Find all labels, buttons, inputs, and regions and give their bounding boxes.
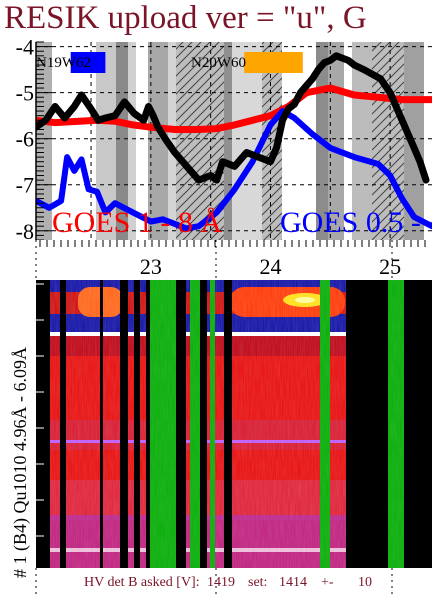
series-resik bbox=[36, 52, 430, 184]
y-tick-label: -4 bbox=[16, 35, 34, 60]
green-stripe-grain-6 bbox=[190, 280, 200, 568]
region-label-n19: N19W62 bbox=[36, 55, 91, 71]
hv-pm: +- bbox=[321, 575, 334, 590]
region-bar-1 bbox=[244, 52, 303, 73]
gap-band-8 bbox=[232, 42, 262, 240]
black-stripe-0 bbox=[36, 280, 50, 568]
black-stripe-12 bbox=[354, 280, 388, 568]
gap-band-5 bbox=[168, 42, 176, 240]
gap-band-6 bbox=[176, 42, 224, 240]
gap-band-2 bbox=[116, 42, 128, 240]
hv-label: HV det B asked [V]: bbox=[84, 575, 200, 590]
hv-asked-value: 1419 bbox=[207, 575, 235, 590]
gap-band-1 bbox=[96, 42, 116, 240]
black-stripe-9 bbox=[224, 280, 232, 568]
green-stripe-grain-10 bbox=[320, 280, 330, 568]
black-stripe-7 bbox=[200, 280, 207, 568]
y-tick-label: -7 bbox=[16, 173, 34, 198]
chart-title: RESIK upload ver = "u", G bbox=[4, 0, 367, 36]
region-label-n20: N20W60 bbox=[191, 55, 246, 71]
legend-goes-long: GOES 1 - 8 Å bbox=[52, 206, 222, 239]
day-boundary-markers bbox=[35, 240, 393, 596]
gap-band-4 bbox=[148, 42, 168, 240]
y-tick-label: -6 bbox=[16, 127, 34, 152]
black-stripe-5 bbox=[176, 280, 186, 568]
panel-separator bbox=[36, 333, 432, 335]
gap-band-3 bbox=[128, 42, 136, 240]
day-label: 24 bbox=[259, 254, 281, 279]
data-gap-bands bbox=[36, 42, 424, 240]
y-tick-label: -8 bbox=[16, 219, 34, 244]
black-stripe-14 bbox=[404, 280, 432, 568]
green-stripe-grain-4 bbox=[150, 280, 176, 568]
detector-label: # 1 (B4) Qu1010 4.96Å - 6.09Å bbox=[10, 347, 31, 578]
black-stripe-11 bbox=[346, 280, 354, 568]
series-layer bbox=[36, 52, 432, 232]
y-tick-label: -5 bbox=[16, 81, 34, 106]
y-axis: -4 -5 -6 -7 -8 bbox=[16, 35, 52, 244]
day-axis: 23 24 25 bbox=[36, 240, 432, 279]
region-markers: N19W62 N20W60 bbox=[36, 52, 303, 73]
legend-goes-short: GOES 0.5 - 4 Å bbox=[280, 206, 432, 239]
day-label: 25 bbox=[379, 254, 401, 279]
lightcurve-panel: N19W62 N20W60 -4 -5 -6 -7 -8 GOES 1 - 8 Å GOE… bbox=[16, 35, 432, 244]
black-stripe-1 bbox=[120, 280, 128, 568]
hv-status: HV det B asked [V]: 1419 set: 1414 +- 10 bbox=[84, 575, 372, 590]
day-label: 23 bbox=[140, 254, 162, 279]
gap-band-12 bbox=[352, 42, 372, 240]
spectrum-gap-stripes bbox=[36, 280, 432, 568]
footer-strip bbox=[36, 568, 432, 596]
black-stripe-15 bbox=[60, 280, 66, 568]
black-stripe-3 bbox=[146, 280, 150, 568]
gap-band-7 bbox=[224, 42, 232, 240]
series-goes-short bbox=[36, 108, 432, 232]
green-stripe-grain-13 bbox=[388, 280, 404, 568]
gap-band-0 bbox=[36, 42, 52, 240]
hv-tolerance: 10 bbox=[358, 575, 372, 590]
hv-set-value: 1414 bbox=[279, 575, 307, 590]
black-stripe-16 bbox=[100, 280, 103, 568]
green-stripe-grain-8 bbox=[210, 280, 215, 568]
spectrum-axis-ticks bbox=[36, 283, 44, 537]
region-bar-0 bbox=[70, 52, 106, 73]
hv-set-label: set: bbox=[248, 575, 267, 590]
black-stripe-2 bbox=[134, 280, 140, 568]
gap-band-9 bbox=[262, 42, 282, 240]
